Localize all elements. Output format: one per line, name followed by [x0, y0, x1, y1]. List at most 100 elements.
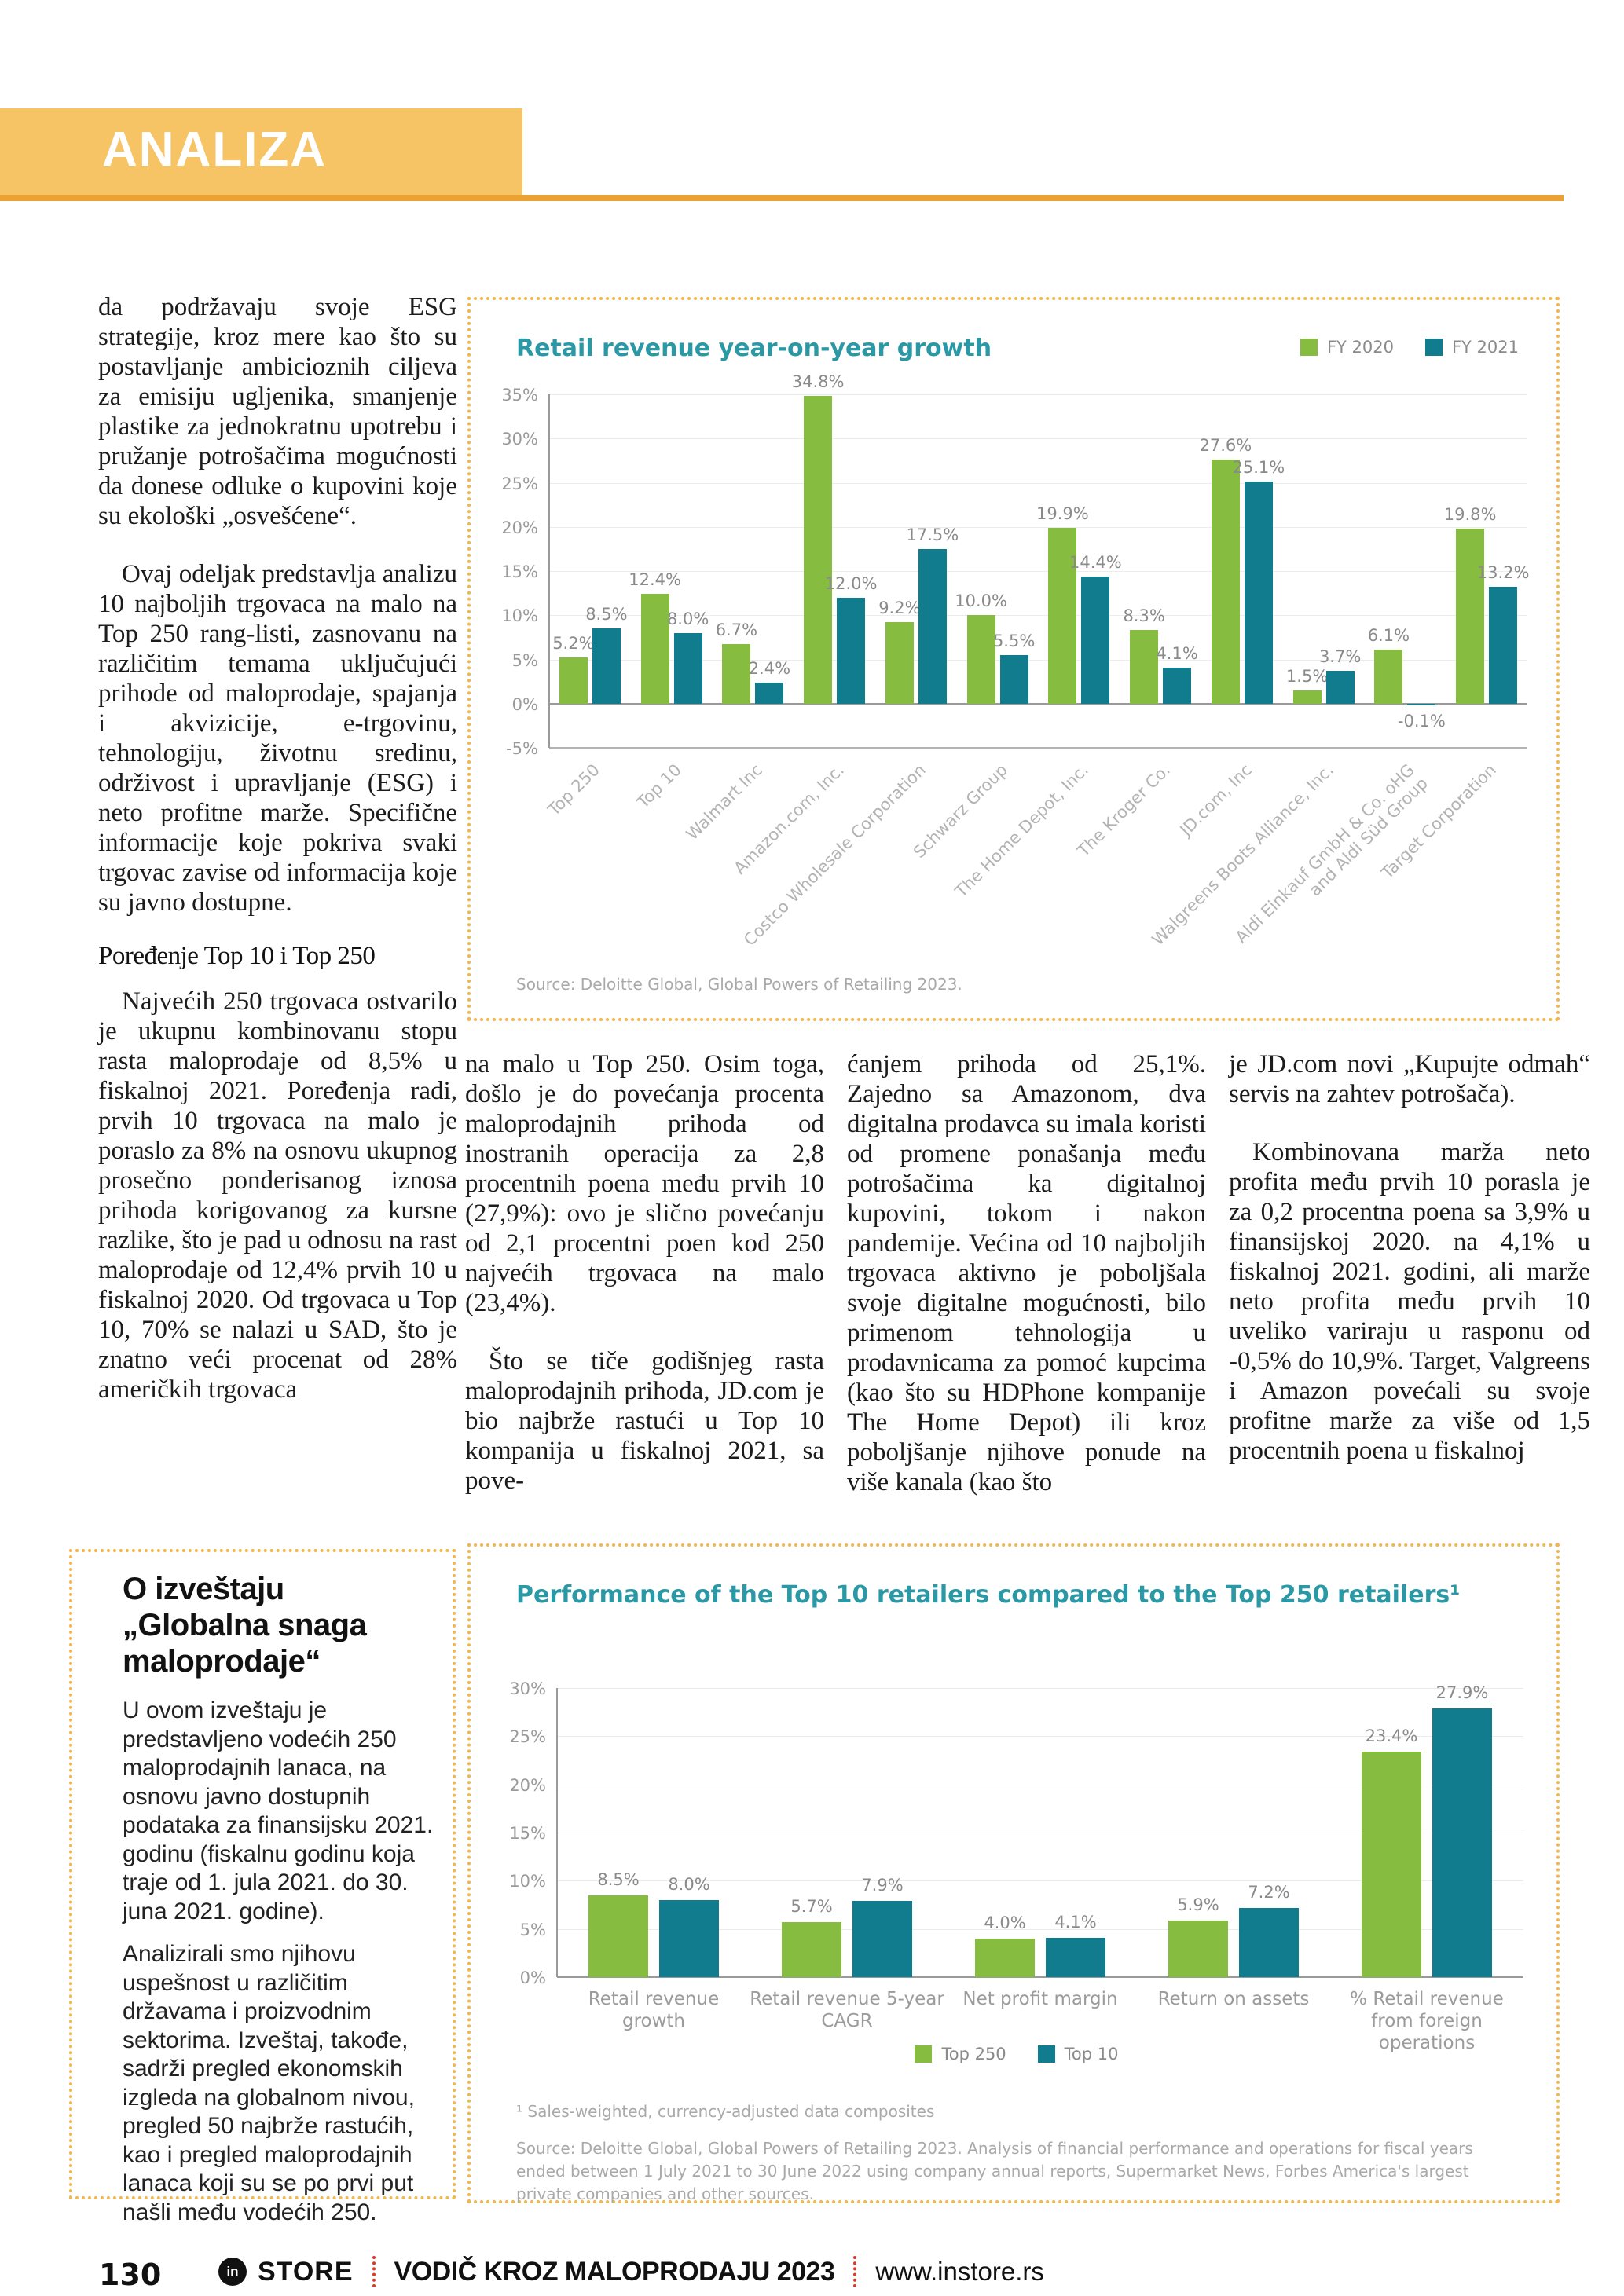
bar-value-label: 23.4%	[1365, 1726, 1418, 1745]
bar-top250	[588, 1895, 648, 1977]
paragraph: Najvećih 250 trgovaca ostvarilo je ukupn…	[98, 987, 457, 1404]
paragraph: Što se tiče godišnjeg rasta maloprodajni…	[465, 1347, 824, 1495]
y-axis-tick-label: 5%	[519, 1920, 546, 1939]
x-axis-line	[557, 1976, 1523, 1978]
bar-fy2021	[1163, 667, 1192, 704]
bar-fy2021	[999, 654, 1028, 704]
bar-value-label: 4.1%	[1156, 643, 1198, 663]
bar-fy2020	[966, 615, 995, 704]
bar-value-label: 5.5%	[992, 631, 1036, 650]
gridline	[549, 526, 1527, 528]
bar-fy2020	[1456, 529, 1485, 704]
bar-fy2020	[722, 644, 751, 704]
chart2-plot-area: 0% 5% 10% 15% 20% 25% 30% 8.5% 8.0% Retail revenu…	[471, 1547, 1556, 2200]
store-logo-text: STORE	[258, 2256, 354, 2287]
bar-value-label: 7.9%	[861, 1876, 904, 1895]
chart-top10-vs-top250: Performance of the Top 10 retailers comp…	[467, 1543, 1560, 2203]
bar-value-label: 7.2%	[1248, 1882, 1290, 1902]
bar-top250	[975, 1938, 1035, 1977]
paragraph: je JD.com novi „Kupujte odmah“ servis na…	[1229, 1050, 1590, 1108]
gridline	[549, 482, 1527, 484]
section-banner: ANALIZA	[0, 108, 522, 195]
bar-value-label: 5.7%	[790, 1897, 833, 1917]
bar-value-label: 5.2%	[552, 634, 595, 654]
chart1-plot-area: -5% 0% 5% 10% 15% 20% 25% 30% 35% 5.2% 8.5% Top 250…	[471, 300, 1556, 1018]
bar-top250	[1168, 1920, 1228, 1977]
bar-value-label: 25.1%	[1232, 458, 1285, 478]
fy2020-swatch-icon	[1300, 339, 1318, 356]
category-label: Retail revenue growth	[588, 1989, 720, 2031]
chart2-footnote: ¹ Sales-weighted, currency-adjusted data…	[516, 2102, 935, 2121]
legend-label: Top 10	[1064, 2045, 1119, 2063]
paragraph: ćanjem prihoda od 25,1%. Zajedno sa Amaz…	[847, 1050, 1206, 1496]
chart1-title: Retail revenue year-on-year growth	[516, 335, 992, 362]
y-axis-tick-label: 35%	[501, 386, 538, 405]
bar-value-label: 4.1%	[1054, 1912, 1097, 1932]
gridline	[549, 571, 1527, 572]
category-label: % Retail revenue from foreign operations	[1350, 1989, 1504, 2053]
legend-label: FY 2021	[1451, 338, 1519, 357]
gridline	[549, 615, 1527, 617]
bar-fy2021	[1244, 482, 1273, 704]
y-axis-tick-label: 10%	[501, 606, 538, 626]
chart2-legend: Top 250 Top 10	[516, 2045, 1517, 2063]
paragraph: Analizirali smo njihovu uspešnost u razl…	[123, 1941, 415, 2225]
instore-logo-icon: in	[218, 2258, 247, 2286]
article-column-1: da podržavaju svoje ESG strategije, kroz…	[98, 292, 457, 1404]
footer-separator	[372, 2256, 376, 2287]
paragraph: da podržavaju svoje ESG strategije, kroz…	[98, 293, 457, 530]
chart-bottom-line	[549, 747, 1527, 749]
paragraph: Ovaj odeljak predstavlja analizu 10 najb…	[98, 560, 457, 917]
bar-value-label: 10.0%	[955, 591, 1007, 611]
bar-fy2021	[673, 632, 702, 704]
bar-fy2021	[1081, 576, 1110, 704]
bar-fy2020	[1374, 650, 1403, 704]
paragraph: Kombinovana marža neto profita među prvi…	[1229, 1138, 1590, 1465]
bar-value-label: 34.8%	[791, 372, 845, 392]
y-axis-tick-label: 5%	[511, 650, 538, 670]
gridline	[557, 1688, 1523, 1689]
gridline	[549, 659, 1527, 661]
bar-fy2020	[1292, 690, 1322, 704]
y-axis-line	[548, 394, 550, 748]
bar-top10	[852, 1901, 912, 1977]
bar-fy2021	[1407, 703, 1436, 705]
bar-top10	[1239, 1907, 1299, 1977]
fy2021-swatch-icon	[1424, 339, 1443, 356]
bar-fy2021	[918, 548, 947, 704]
bar-value-label: 27.9%	[1435, 1683, 1489, 1702]
bar-value-label: 17.5%	[906, 525, 959, 544]
bar-value-label: -0.1%	[1397, 711, 1446, 731]
legend-label: Top 250	[941, 2045, 1006, 2063]
page-number: 130	[99, 2258, 162, 2292]
bar-fy2021	[1325, 671, 1355, 704]
bar-value-label: 6.1%	[1367, 626, 1410, 646]
bar-value-label: 1.5%	[1285, 666, 1329, 686]
chart2-title: Performance of the Top 10 retailers comp…	[516, 1581, 1461, 1609]
y-axis-tick-label: 20%	[501, 518, 538, 537]
y-axis-tick-label: 30%	[501, 430, 538, 449]
gridline	[549, 438, 1527, 440]
footer-separator	[853, 2256, 857, 2287]
footer-website: www.instore.rs	[875, 2257, 1044, 2286]
bar-fy2020	[1130, 630, 1159, 704]
bar-value-label: 8.5%	[597, 1869, 640, 1889]
y-axis-line	[556, 1688, 558, 1977]
chart1-legend: FY 2020 FY 2021	[1300, 338, 1519, 357]
bar-value-label: 14.4%	[1069, 552, 1122, 572]
bar-fy2020	[559, 657, 588, 704]
bar-top250	[1362, 1751, 1421, 1977]
bar-value-label: 5.9%	[1177, 1895, 1219, 1914]
bar-fy2020	[640, 594, 669, 704]
bar-fy2021	[1489, 587, 1518, 704]
top250-swatch-icon	[915, 2045, 933, 2063]
y-axis-tick-label: 10%	[509, 1872, 546, 1891]
y-axis-tick-label: 30%	[509, 1679, 546, 1698]
banner-underline	[0, 195, 1564, 201]
bar-value-label: 6.7%	[715, 621, 758, 640]
section-title: ANALIZA	[102, 123, 328, 177]
bar-value-label: 27.6%	[1199, 436, 1252, 456]
bar-fy2020	[1211, 460, 1240, 704]
bar-top250	[782, 1922, 841, 1977]
article-column-3: ćanjem prihoda od 25,1%. Zajedno sa Amaz…	[847, 1049, 1206, 1497]
